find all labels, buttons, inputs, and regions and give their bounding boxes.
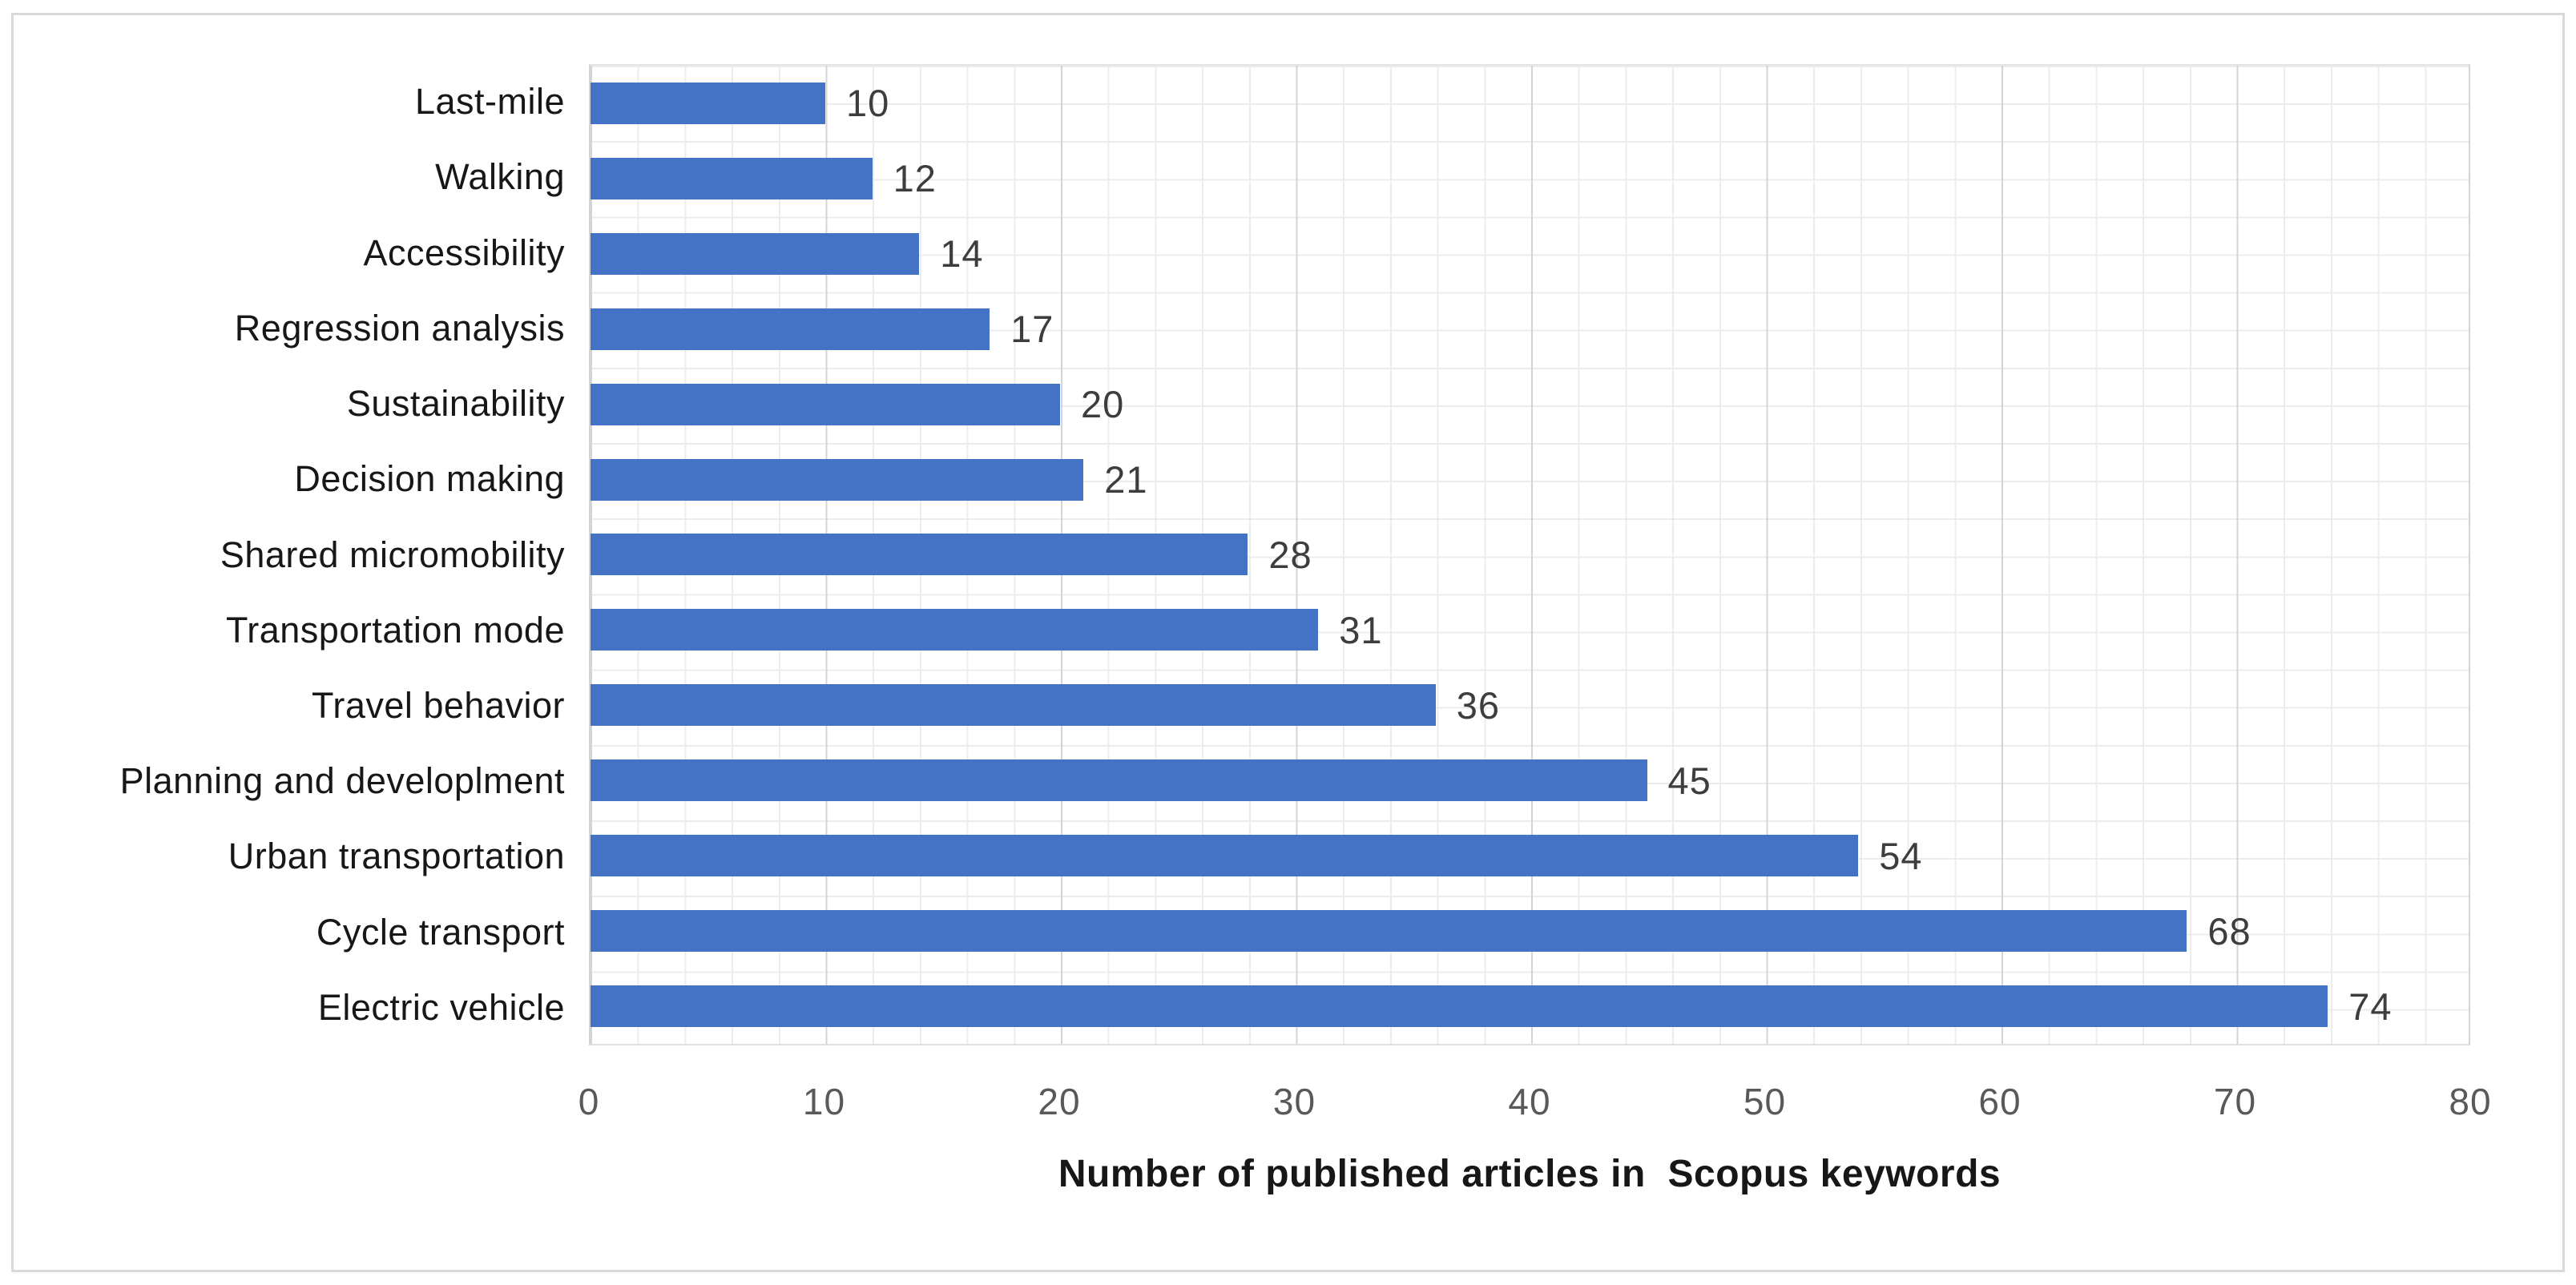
data-label: 12 — [893, 157, 937, 200]
category-label: Travel behavior — [312, 684, 565, 726]
bar — [591, 985, 2328, 1028]
category-label: Shared micromobility — [220, 534, 565, 575]
x-axis-title: Number of published articles in Scopus k… — [1058, 1153, 2002, 1195]
data-label: 36 — [1456, 683, 1501, 727]
category-label: Accessibility — [363, 232, 565, 273]
x-tick-label: 10 — [802, 1081, 846, 1122]
bar — [591, 835, 1859, 877]
data-label: 21 — [1104, 458, 1148, 502]
bar — [591, 684, 1436, 727]
bar — [591, 458, 1084, 501]
x-tick-label: 40 — [1508, 1081, 1551, 1122]
bar — [591, 232, 920, 275]
x-tick-label: 80 — [2449, 1081, 2492, 1122]
bar — [591, 308, 990, 350]
bar-row: 20 — [591, 367, 2469, 442]
x-axis-tick-labels: 0 10 20 30 40 50 60 70 80 — [578, 1081, 2491, 1131]
bar — [591, 82, 825, 124]
bar — [591, 157, 873, 199]
category-label: Transportation mode — [225, 609, 565, 651]
plot-area: 10 12 14 17 20 21 28 31 36 45 54 68 74 — [589, 64, 2470, 1045]
data-label: 10 — [846, 82, 890, 125]
bar-row: 10 — [591, 66, 2469, 141]
data-label: 14 — [940, 232, 984, 276]
data-label: 45 — [1667, 759, 1711, 802]
x-tick-label: 70 — [2213, 1081, 2257, 1122]
bar-row: 74 — [591, 969, 2469, 1044]
x-tick-label: 0 — [578, 1081, 600, 1122]
data-label: 20 — [1081, 383, 1125, 426]
bar-row: 54 — [591, 818, 2469, 893]
category-label: Planning and developlment — [119, 760, 565, 802]
x-tick-label: 50 — [1743, 1081, 1787, 1122]
category-axis-labels: Last-mile Walking Accessibility Regression … — [0, 64, 565, 1045]
bar — [591, 383, 1060, 425]
bar — [591, 910, 2187, 953]
category-label: Regression analysis — [234, 307, 565, 348]
category-label: Walking — [435, 156, 565, 198]
bar-row: 31 — [591, 592, 2469, 667]
bar-row: 12 — [591, 141, 2469, 216]
bar-row: 28 — [591, 518, 2469, 593]
category-label: Urban transportation — [228, 836, 565, 877]
category-label: Cycle transport — [316, 911, 565, 953]
category-label: Decision making — [294, 458, 565, 500]
data-label: 17 — [1010, 308, 1054, 351]
data-label: 74 — [2348, 985, 2393, 1028]
data-label: 28 — [1268, 533, 1312, 576]
category-label: Last-mile — [414, 81, 565, 123]
category-label: Sustainability — [346, 383, 565, 425]
data-label: 68 — [2207, 909, 2251, 953]
x-tick-label: 20 — [1038, 1081, 1081, 1122]
bar-row: 17 — [591, 292, 2469, 367]
x-tick-label: 30 — [1272, 1081, 1316, 1122]
bar — [591, 609, 1319, 651]
bar-row: 45 — [591, 743, 2469, 818]
x-tick-label: 60 — [1978, 1081, 2022, 1122]
bar-row: 14 — [591, 216, 2469, 292]
bar-row: 36 — [591, 667, 2469, 743]
bar — [591, 759, 1647, 802]
bar-row: 68 — [591, 893, 2469, 969]
data-label: 54 — [1879, 834, 1923, 877]
bar-row: 21 — [591, 442, 2469, 518]
bar — [591, 534, 1248, 576]
category-label: Electric vehicle — [317, 986, 565, 1028]
data-label: 31 — [1339, 608, 1383, 651]
